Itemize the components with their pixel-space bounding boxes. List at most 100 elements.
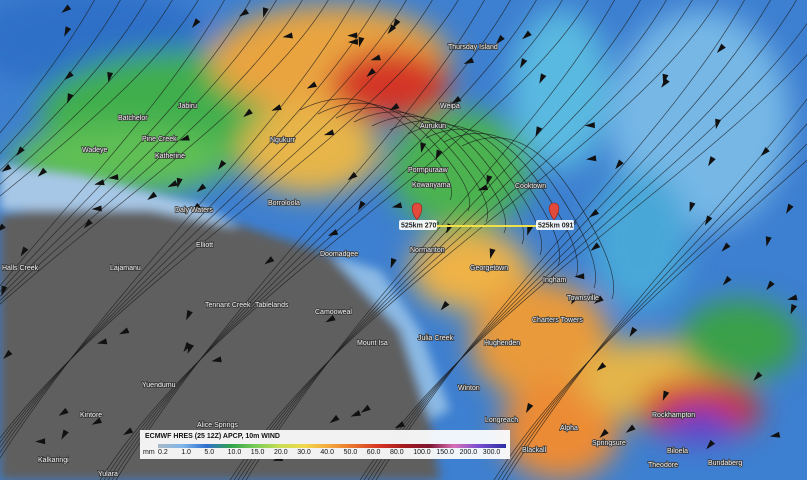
streamline [245, 0, 615, 480]
wind-arrow [527, 225, 534, 236]
wind-arrow [586, 155, 597, 162]
wind-arrow [790, 303, 798, 315]
place-label: Normanton [410, 247, 445, 254]
wind-arrow [96, 338, 108, 345]
legend-tick: 1.0 [181, 449, 191, 456]
place-label: Kalkaringi [38, 457, 69, 464]
streamline [0, 0, 433, 443]
streamline [0, 0, 95, 134]
place-label: Julia Creek [418, 335, 454, 342]
wind-arrow [787, 294, 798, 301]
wind-arrow [196, 183, 207, 193]
streamline [505, 98, 807, 480]
place-label: Biloela [667, 448, 688, 455]
wind-arrow [593, 295, 604, 304]
place-label: Theodore [648, 462, 678, 469]
wind-arrow [721, 242, 731, 252]
place-label: Mount Isa [357, 340, 388, 347]
wind-arrow [64, 26, 72, 37]
legend-tick: 200.0 [459, 449, 478, 456]
dry-land [0, 165, 450, 480]
place-label: Daly Waters [175, 207, 213, 214]
wind-arrow [83, 218, 93, 229]
wind-arrow [661, 78, 670, 88]
wind-arrow [350, 410, 361, 417]
streamline [103, 0, 563, 480]
wind-arrow [370, 54, 381, 61]
wind-arrow [119, 327, 130, 335]
wind-arrow [584, 122, 595, 129]
wind-arrow [35, 438, 46, 445]
wind-arrow [58, 407, 69, 416]
wind-arrow [264, 256, 275, 265]
wind-arrow [3, 349, 13, 359]
wind-arrow [271, 104, 282, 111]
place-label: Tablelands [255, 302, 289, 309]
streamline [107, 0, 537, 480]
place-label: Townsville [567, 295, 599, 302]
place-label: Rockhampton [652, 412, 695, 419]
place-label: Charters Towers [532, 317, 583, 324]
streamline [0, 0, 173, 185]
wind-arrow [360, 404, 371, 413]
wind-arrow [535, 126, 543, 137]
streamline [241, 0, 641, 480]
legend-tick: 20.0 [274, 449, 288, 456]
pin-label-bg [536, 220, 574, 230]
streamline [407, 124, 561, 267]
wind-arrow [306, 81, 318, 89]
streamline [0, 0, 277, 297]
wind-arrow [722, 275, 732, 286]
place-label: Borroloola [268, 200, 300, 207]
legend-unit: mm [143, 449, 155, 456]
place-label: Doomadgee [320, 251, 358, 258]
wind-arrow [599, 428, 609, 438]
wind-arrow [525, 402, 534, 414]
wind-arrow [243, 108, 253, 118]
wind-arrow [389, 103, 400, 111]
streamline [0, 0, 381, 454]
place-label: Cooktown [515, 183, 546, 190]
wind-arrow [176, 177, 183, 189]
place-label: Jabiru [178, 103, 197, 110]
wind-arrow [323, 129, 335, 136]
wind-arrow [347, 171, 358, 181]
wind-arrow [325, 315, 336, 323]
place-label: Pine Creek [142, 136, 177, 143]
streamline [353, 111, 506, 234]
wind-arrow [358, 36, 365, 48]
wind-arrow [183, 341, 192, 352]
wind-arrow [420, 142, 427, 153]
wind-arrow [392, 18, 401, 29]
wind-arrow [760, 147, 770, 157]
streamline [237, 0, 667, 480]
place-label: Hughenden [484, 340, 520, 347]
wind-arrow [179, 134, 190, 141]
wind-arrow [107, 71, 114, 83]
wind-arrow [477, 184, 489, 191]
wind-arrow [108, 174, 119, 181]
wind-arrow [390, 257, 397, 269]
wind-arrow [358, 200, 366, 211]
streamline [389, 120, 543, 256]
wind-arrow [662, 390, 670, 401]
wind-arrows [0, 4, 798, 462]
wind-arrow [706, 439, 716, 450]
legend-tick: 15.0 [250, 449, 265, 456]
map-pin [411, 202, 423, 221]
streamline [501, 123, 807, 480]
wind-arrow [366, 68, 376, 77]
streamline [371, 115, 525, 245]
legend: ECMWF HRES (25 12Z) APCP, 10m WIND mm 0.… [140, 430, 510, 459]
legend-tick: 300.0 [482, 449, 501, 456]
wind-arrow [262, 7, 269, 18]
wind-arrow [61, 4, 72, 13]
wind-arrow [704, 215, 713, 226]
wind-arrow [329, 414, 340, 424]
streamline [0, 0, 225, 287]
wind-arrow [766, 280, 775, 291]
wind-arrow [217, 159, 227, 170]
legend-title: ECMWF HRES (25 12Z) APCP, 10m WIND [145, 433, 280, 440]
